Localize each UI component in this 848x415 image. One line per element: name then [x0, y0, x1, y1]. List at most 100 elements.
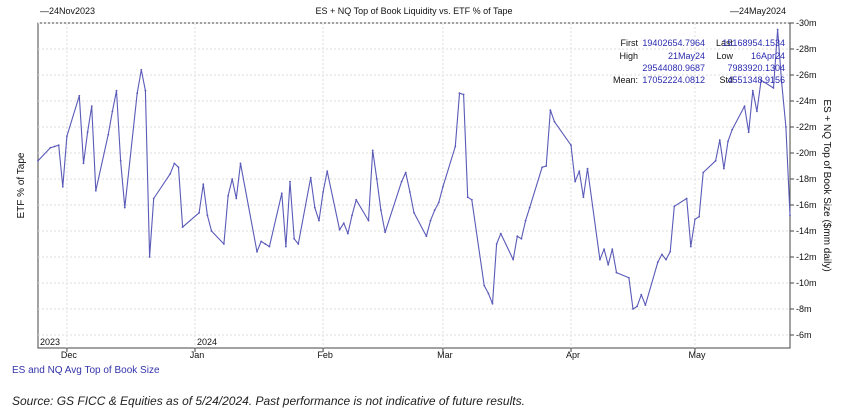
data-point: [689, 245, 692, 248]
legend-label: ES and NQ Avg Top of Book Size: [12, 365, 160, 376]
data-point: [148, 256, 151, 258]
y-tick-label: -30m: [796, 18, 817, 28]
y-tick-label: -14m: [796, 226, 817, 236]
data-point: [152, 197, 155, 200]
data-point: [169, 172, 172, 175]
stat-low-date: 16Apr24: [751, 51, 785, 61]
x-tick-label: Jan: [190, 350, 205, 360]
data-point: [458, 92, 461, 95]
stat-first-label: First: [621, 38, 639, 48]
data-point: [264, 243, 267, 245]
data-point: [470, 198, 473, 201]
data-point: [57, 144, 60, 147]
data-point: [611, 248, 614, 251]
data-point: [384, 231, 386, 234]
stat-last-value: 15168954.1534: [722, 38, 785, 48]
data-point: [260, 240, 263, 243]
y-tick-label: -16m: [796, 200, 817, 210]
data-point: [429, 219, 432, 222]
data-point: [338, 228, 341, 231]
data-point: [90, 105, 93, 108]
data-point: [53, 145, 56, 148]
data-point: [644, 304, 647, 306]
data-point: [454, 145, 457, 148]
data-point: [582, 196, 585, 199]
data-point: [640, 293, 643, 296]
data-point: [466, 196, 469, 199]
y-tick-label: -6m: [796, 330, 812, 340]
data-point: [549, 109, 552, 111]
y-tick-label: -18m: [796, 174, 817, 184]
stat-high-value: 29544080.9687: [642, 63, 705, 73]
data-point: [784, 126, 787, 128]
data-point: [483, 284, 486, 287]
data-point: [202, 183, 205, 186]
data-point: [82, 162, 85, 165]
data-point: [346, 232, 349, 235]
stat-mean-label: Mean:: [613, 75, 638, 85]
data-point: [280, 192, 283, 195]
y-right-label: ES + NQ Top of Book Size ($mm daily): [821, 99, 832, 271]
year-label: 2023: [40, 337, 60, 347]
data-point: [541, 166, 543, 169]
data-point: [747, 131, 750, 134]
data-point: [111, 110, 114, 113]
data-point: [722, 167, 725, 170]
stat-low-value: 7983920.1304: [727, 63, 785, 73]
data-point: [107, 133, 110, 136]
y-tick-label: -20m: [796, 148, 817, 158]
data-point: [607, 263, 610, 266]
data-point: [400, 180, 403, 183]
data-point: [140, 68, 143, 71]
data-point: [520, 237, 523, 240]
data-point: [603, 248, 605, 251]
y-tick-label: -26m: [796, 70, 817, 80]
data-point: [268, 245, 271, 248]
data-point: [669, 250, 672, 253]
data-point: [408, 191, 411, 193]
data-point: [123, 206, 126, 209]
data-point: [702, 171, 705, 174]
data-point: [433, 209, 436, 212]
data-point: [698, 215, 700, 218]
y-tick-label: -10m: [796, 278, 817, 288]
data-point: [239, 162, 242, 165]
data-point: [256, 250, 258, 253]
stat-std-label: Std: [719, 75, 733, 85]
data-point: [718, 139, 721, 141]
data-point: [673, 205, 676, 208]
data-point: [78, 94, 81, 97]
data-point: [528, 206, 531, 209]
data-point: [144, 89, 147, 92]
x-tick-label: Dec: [61, 350, 78, 360]
data-point: [375, 178, 378, 180]
stat-high-date: 21May24: [668, 51, 705, 61]
data-point: [574, 180, 577, 183]
data-point: [37, 159, 39, 162]
y-tick-label: -22m: [796, 122, 817, 132]
data-point: [694, 218, 696, 221]
data-point: [743, 105, 746, 108]
stat-last-label: Last: [716, 38, 734, 48]
data-point: [627, 276, 630, 279]
data-point: [495, 243, 498, 245]
plot-area: [37, 22, 791, 349]
data-point: [570, 144, 572, 147]
stat-std-value: 4551348.9156: [727, 75, 785, 85]
data-point: [318, 219, 320, 222]
stat-high-label: High: [619, 51, 638, 61]
data-point: [322, 191, 324, 193]
y-left-label: ETF % of Tape: [16, 152, 27, 218]
data-point: [632, 308, 634, 310]
data-point: [656, 261, 659, 264]
y-tick-label: -8m: [796, 304, 812, 314]
x-tick-label: Apr: [566, 350, 580, 360]
data-point: [780, 81, 783, 84]
data-point: [714, 159, 717, 162]
series-line: [37, 28, 791, 310]
data-point: [442, 185, 444, 188]
data-point: [425, 235, 428, 238]
data-point: [524, 219, 527, 222]
data-point: [61, 185, 64, 188]
